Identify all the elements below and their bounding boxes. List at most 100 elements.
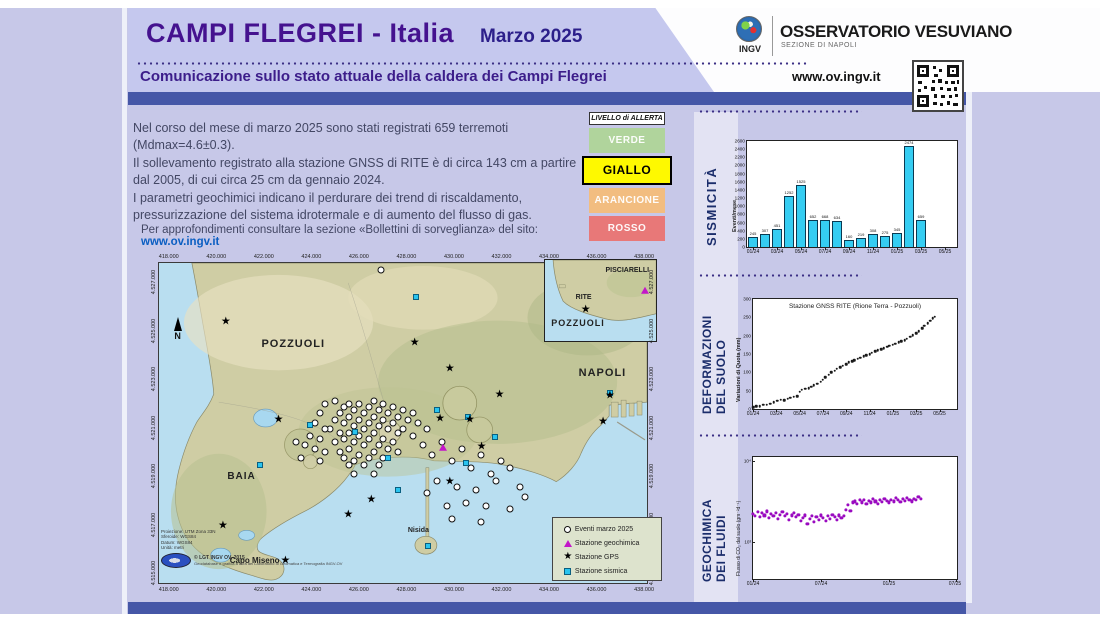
earthquake-event-marker [389, 419, 397, 427]
place-napoli: NAPOLI [578, 367, 627, 379]
earthquake-event-marker [472, 486, 480, 494]
page-title-date: Marzo 2025 [480, 26, 583, 47]
deformation-point [864, 353, 868, 357]
earthquake-event-marker [345, 413, 353, 421]
map-y-label: 4.521.000 [648, 415, 655, 440]
geochem-point [837, 513, 841, 517]
geochem-point [889, 498, 893, 502]
gps-station-marker: ★ [435, 412, 446, 425]
deformation-xtick: 05/25 [933, 411, 946, 418]
seismicity-ytick: 2400 [734, 146, 745, 152]
geochem-ytickmark [752, 542, 755, 544]
legend-row-geochem: Stazione geochimica [561, 536, 661, 550]
earthquake-event-marker [331, 397, 339, 405]
map-copyright: © LGT INGV OV, 2015 [194, 554, 245, 561]
gps-station-marker: ★ [598, 415, 609, 428]
geochem-point [780, 510, 785, 514]
geochem-point [914, 498, 918, 502]
seismicity-bar-value: 668 [821, 213, 829, 219]
earthquake-event-marker [355, 432, 363, 440]
deformation-point [845, 363, 848, 366]
deformation-point [758, 405, 762, 408]
seismicity-bar-value: 652 [809, 214, 817, 220]
earthquake-event-marker [409, 432, 417, 440]
earthquake-event-marker [375, 406, 383, 414]
earthquake-event-marker [331, 416, 339, 424]
seismicity-ytick: 400 [737, 228, 745, 234]
geochem-point [799, 519, 803, 523]
seismicity-plot: 0 200 400 600 800 1000 1200 1400 1600 1800 2000 220… [735, 139, 958, 255]
lgt-logo [161, 553, 191, 569]
geochem-ytick: 10³ [744, 539, 751, 545]
earthquake-event-marker [370, 448, 378, 456]
geochem-point [787, 518, 791, 522]
seismicity-bar [747, 237, 759, 247]
seismicity-tickmark [777, 247, 778, 250]
geochem-tickmark [820, 579, 822, 582]
seismicity-bar-value: 160 [845, 234, 853, 240]
deformation-ylabel: Variazioni di Quota (mm) [736, 337, 742, 402]
geochemistry-panel-title: GEOCHIMICA DEI FLUIDI [700, 499, 728, 582]
seismicity-ytick: 2600 [734, 138, 745, 144]
deformation-ytick: 50 [745, 388, 751, 394]
deformation-xtick: 01/25 [886, 411, 900, 418]
inset-geochem-triangle-icon [640, 286, 649, 294]
geochem-point [796, 512, 800, 517]
deformation-point [926, 321, 930, 325]
deformation-xtick: 03/24 [770, 411, 783, 418]
map-y-label: 4.525.000 [648, 318, 655, 343]
deformation-point [815, 382, 819, 385]
earthquake-event-marker [345, 445, 353, 453]
seismicity-bar [879, 235, 891, 247]
panel-separator-1 [698, 110, 862, 113]
geochem-point [814, 515, 819, 519]
earthquake-event-marker [379, 400, 387, 408]
map-y-label: 4.525.000 [151, 318, 158, 343]
deformation-tickmark [799, 409, 801, 412]
ingv-logo-icon [736, 16, 762, 42]
deformation-panel-title: DEFORMAZIONI DEL SUOLO [700, 315, 728, 414]
geochem-point [873, 499, 877, 503]
logo-divider [772, 16, 773, 56]
deformation-point [755, 404, 758, 408]
earthquake-event-marker [433, 477, 441, 485]
earthquake-event-marker [487, 470, 495, 478]
map-x-label: 432.000 [491, 587, 512, 593]
deformation-point [792, 395, 796, 399]
earthquake-event-marker [370, 470, 378, 478]
earthquake-event-marker [389, 438, 397, 446]
map-x-label: 420.000 [206, 254, 227, 260]
deformation-point [917, 330, 920, 333]
geochemistry-plot: 10⁴ 10³ 01/24 07/24 01/25 07/25 [744, 456, 961, 587]
earthquake-event-marker [297, 454, 305, 462]
right-divider [966, 92, 972, 603]
geochem-point [835, 518, 839, 522]
deformation-tickmark [822, 409, 824, 412]
geochem-point [876, 502, 880, 506]
geochem-point [801, 516, 805, 520]
bulletin-link[interactable]: www.ov.ingv.it [141, 236, 220, 248]
earthquake-event-marker [448, 457, 456, 465]
earthquake-event-marker [355, 451, 363, 459]
earthquake-event-marker [360, 409, 368, 417]
map-x-label: 426.000 [348, 587, 369, 593]
earthquake-event-marker [365, 454, 373, 462]
deformation-point [833, 369, 836, 372]
place-capo-miseno: Capo Miseno [229, 555, 280, 565]
earthquake-event-marker [443, 502, 451, 510]
deformation-point [870, 351, 874, 355]
earthquake-event-marker [321, 400, 329, 408]
deformation-point [920, 327, 924, 330]
page-title: CAMPI FLEGREI - Italia [146, 18, 455, 48]
deformation-point [827, 373, 831, 376]
map-x-label: 424.000 [301, 254, 322, 260]
inset-map: PISCIARELLI RITE POZZUOLI ★ [543, 259, 657, 342]
map-frame: ★ ★ ★ ★ ★ ★ ★ ★ ★ ★ ★ ★ ★ ★ ★ N POZZUOLI NAPOLI BAIA N… [151, 254, 662, 593]
geochem-point [758, 515, 762, 519]
seismicity-ytick: 200 [737, 236, 745, 242]
gps-station-marker: ★ [409, 336, 420, 349]
deformation-ytick: 100 [743, 369, 751, 375]
geochem-point [826, 514, 830, 518]
earthquake-event-marker [394, 448, 402, 456]
